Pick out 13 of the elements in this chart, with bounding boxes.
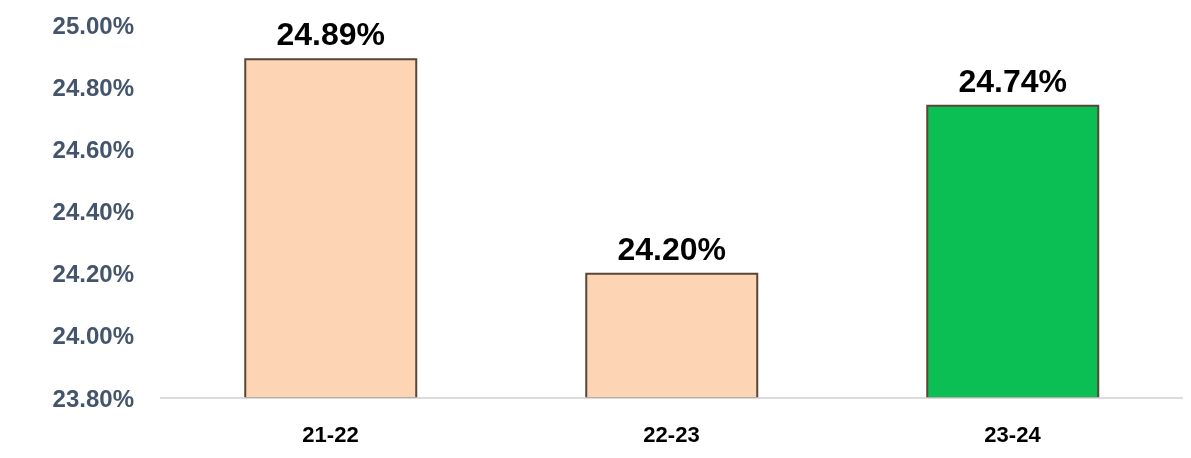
y-tick-label: 24.00% [52,322,134,350]
data-label: 24.20% [617,230,727,267]
y-tick-label: 24.40% [52,198,134,226]
x-tick-label: 21-22 [302,421,359,447]
y-tick-label: 23.80% [52,384,134,412]
data-label: 24.74% [958,62,1068,99]
data-label: 24.89% [276,16,386,53]
y-tick-label: 25.00% [52,11,134,39]
y-tick-label: 24.60% [52,135,134,163]
y-tick-label: 24.80% [52,73,134,101]
x-tick-label: 22-23 [643,421,700,447]
y-tick-label: 24.20% [52,260,134,288]
x-tick-label: 23-24 [984,421,1042,447]
